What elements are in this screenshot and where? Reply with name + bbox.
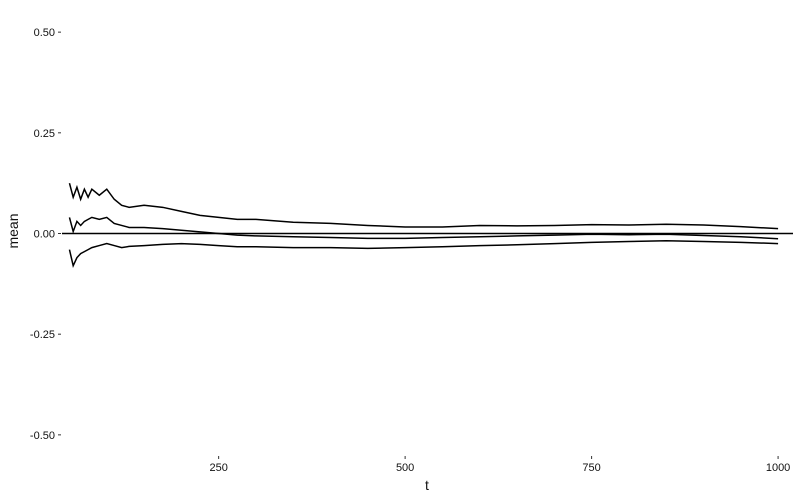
y-tick-label: 0.25 — [34, 128, 55, 140]
x-tick-label: 500 — [396, 462, 414, 474]
x-tick-label: 250 — [209, 462, 227, 474]
y-axis-title: mean — [5, 213, 21, 248]
series-line-upper — [68, 182, 779, 230]
series-group — [68, 182, 779, 269]
series-line-mean — [68, 216, 779, 240]
y-axis: 0.50 0.25 0.00 -0.25 -0.50 — [30, 27, 61, 442]
y-tick-label: 0.00 — [34, 229, 55, 241]
y-tick-label: -0.25 — [30, 329, 55, 341]
y-tick-label: -0.50 — [30, 430, 55, 442]
y-tick-label: 0.50 — [34, 27, 55, 39]
x-tick-label: 1000 — [766, 462, 790, 474]
series-line-lower — [68, 239, 779, 269]
x-axis: 250 500 750 1000 — [209, 456, 790, 474]
x-axis-title: t — [425, 477, 429, 493]
x-tick-label: 750 — [582, 462, 600, 474]
